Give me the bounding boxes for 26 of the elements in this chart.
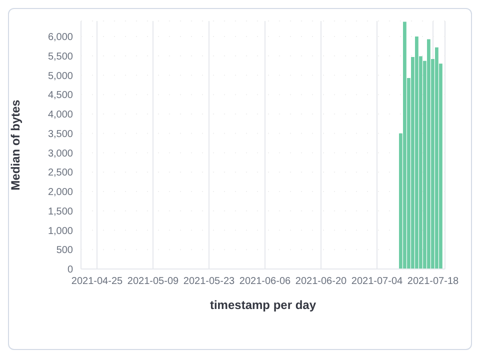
- bar: [435, 47, 438, 269]
- x-tick-label: 2021-06-20: [295, 276, 348, 288]
- x-tick-label: 2021-07-18: [407, 276, 460, 288]
- y-tick-label: 4,000: [48, 110, 74, 121]
- y-axis-title: Median of bytes: [8, 99, 22, 190]
- y-tick-label: 5,500: [48, 51, 74, 62]
- y-tick-label: 500: [56, 245, 74, 256]
- y-tick-label: 1,000: [48, 226, 74, 237]
- y-tick-label: 3,000: [48, 148, 74, 160]
- bar: [427, 39, 430, 269]
- x-tick-label: 2021-05-09: [127, 276, 180, 288]
- y-tick-label: 3,500: [48, 128, 74, 140]
- x-axis-title: timestamp per day: [210, 298, 316, 312]
- y-tick-label: 1,500: [48, 206, 74, 218]
- bar: [403, 22, 406, 269]
- x-tick-label: 2021-06-06: [239, 276, 292, 288]
- y-tick-label: 4,500: [48, 90, 74, 102]
- y-tick-label: 2,500: [48, 168, 74, 179]
- x-tick-label: 2021-04-25: [71, 276, 124, 288]
- bar: [415, 36, 418, 269]
- y-tick-label: 6,000: [48, 32, 74, 44]
- x-tick-label: 2021-05-23: [183, 276, 236, 288]
- y-tick-label: 0: [67, 264, 74, 276]
- y-tick-label: 5,000: [48, 70, 74, 82]
- y-tick-label: 2,000: [48, 187, 74, 198]
- x-tick-label: 2021-07-04: [351, 276, 404, 288]
